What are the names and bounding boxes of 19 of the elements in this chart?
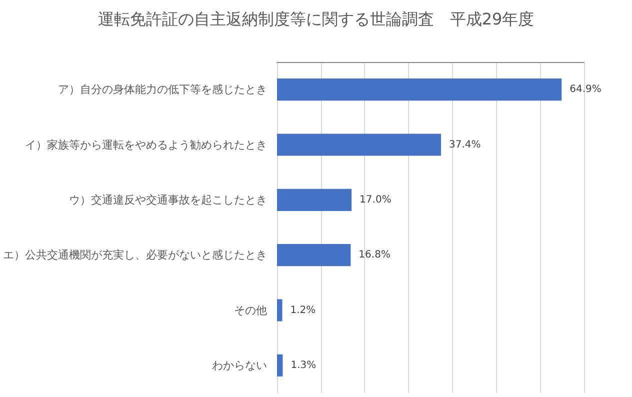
bar [277,134,442,156]
data-label: 17.0% [360,194,392,206]
bar [277,244,351,266]
chart-title: 運転免許証の自主返納制度等に関する世論調査 平成29年度 [98,10,534,28]
bar [277,354,283,376]
bar [277,188,352,211]
y-tick-label: わからない [212,358,267,372]
data-label: 1.3% [290,360,316,371]
bar [277,78,562,101]
data-label: 37.4% [449,139,481,150]
y-tick-label: ウ）交通違反や交通事故を起こしたとき [69,193,267,206]
y-tick-label: イ）家族等から運転をやめるよう勧められたとき [25,138,267,152]
data-label: 64.9% [570,84,602,96]
y-tick-label: その他 [234,304,267,317]
y-tick-label: エ）公共交通機関が充実し、必要がないと感じたとき [3,248,267,262]
y-tick-label: ア）自分の身体能力の低下等を感じたとき [58,83,267,96]
data-label: 1.2% [290,304,316,316]
bar [277,299,282,322]
data-label: 16.8% [358,250,390,261]
